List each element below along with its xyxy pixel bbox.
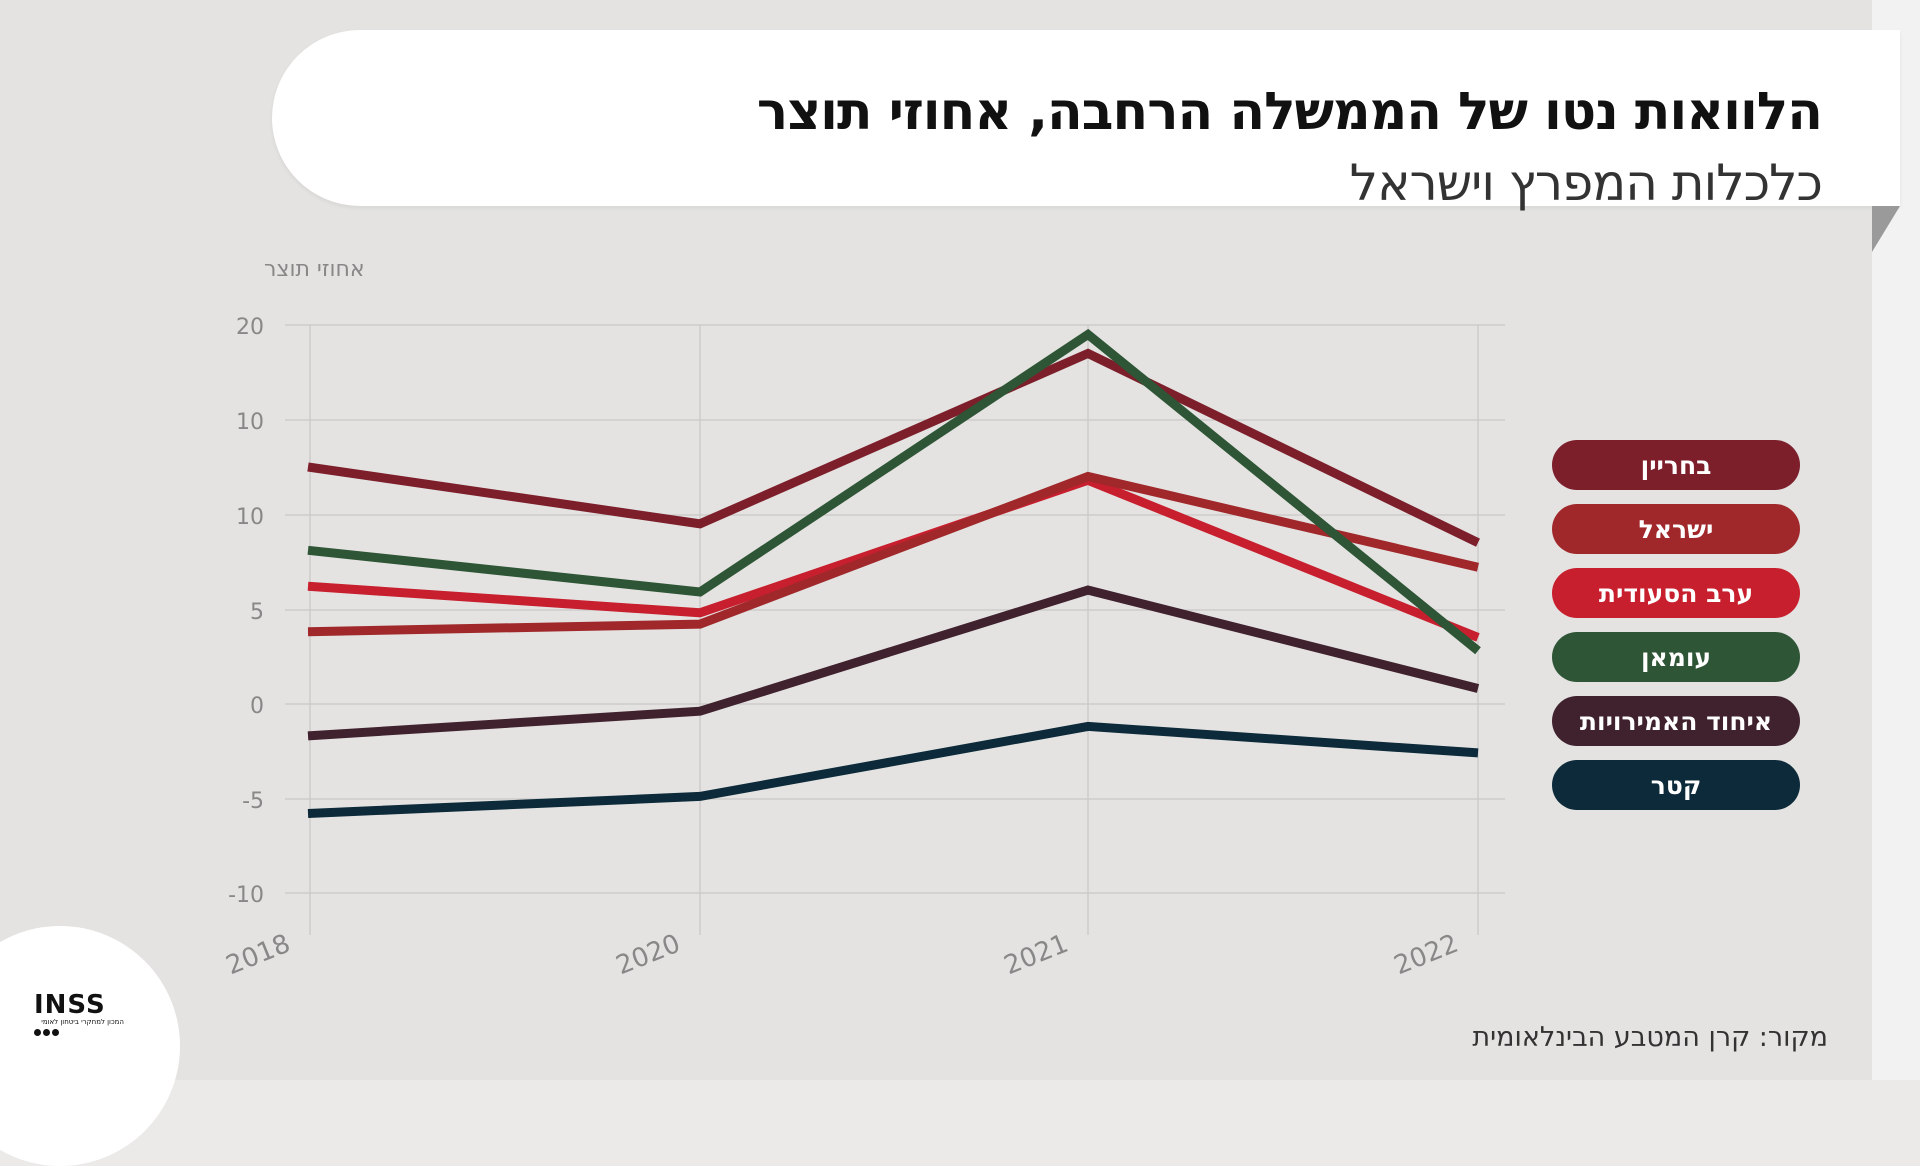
- legend-item: עומאן: [1552, 632, 1800, 682]
- x-tick-label: 2020: [612, 929, 685, 982]
- legend-item: ערב הסעודית: [1552, 568, 1800, 618]
- legend-item: קטר: [1552, 760, 1800, 810]
- logo-wordmark: INSS: [34, 990, 106, 1020]
- x-tick-label: 2018: [222, 929, 295, 982]
- x-tick-label: 2022: [1390, 929, 1463, 982]
- title-card: הלוואות נטו של הממשלה הרחבה, אחוזי תוצר …: [272, 30, 1900, 212]
- y-tick-label: 10: [236, 505, 264, 530]
- series-line-4: [307, 585, 1480, 741]
- inss-logo: INSS המכון למחקרי ביטחון לאומי: [34, 992, 124, 1048]
- y-tick-label: -10: [228, 883, 264, 908]
- legend-item: בחריין: [1552, 440, 1800, 490]
- logo-tagline: המכון למחקרי ביטחון לאומי: [41, 1018, 124, 1026]
- x-tick-label: 2021: [1000, 929, 1073, 982]
- series-line-0: [307, 348, 1480, 547]
- series-line-3: [307, 328, 1481, 655]
- series-line-1: [307, 471, 1480, 637]
- series-layer: [307, 328, 1481, 818]
- series-line-5: [307, 721, 1479, 818]
- chart-subtitle: כלכלות המפרץ וישראל: [1349, 154, 1823, 212]
- legend-item: איחוד האמירויות: [1552, 696, 1800, 746]
- axis-layer: 20 10 10 5 0 -5 -10 2018 2020 2021 2022 אחוזי תוצר: [222, 257, 1463, 981]
- line-chart: 20 10 10 5 0 -5 -10 2018 2020 2021 2022 אחוזי תוצר: [222, 257, 1505, 981]
- source-note: מקור: קרן המטבע הבינלאומית: [1472, 1022, 1828, 1053]
- y-axis-label: אחוזי תוצר: [264, 257, 365, 282]
- y-tick-label: 5: [250, 600, 264, 625]
- logo-dots-icon: [34, 1029, 124, 1036]
- grid-layer: [285, 324, 1505, 935]
- legend-item: ישראל: [1552, 504, 1800, 554]
- y-tick-label: 10: [236, 410, 264, 435]
- y-tick-label: 20: [236, 315, 264, 340]
- y-tick-label: -5: [242, 789, 264, 814]
- y-tick-label: 0: [250, 694, 264, 719]
- chart-title: הלוואות נטו של הממשלה הרחבה, אחוזי תוצר: [756, 82, 1823, 142]
- title-card-fold: [1872, 206, 1900, 252]
- legend: בחריין ישראל ערב הסעודית עומאן איחוד האמירוי…: [1552, 440, 1800, 824]
